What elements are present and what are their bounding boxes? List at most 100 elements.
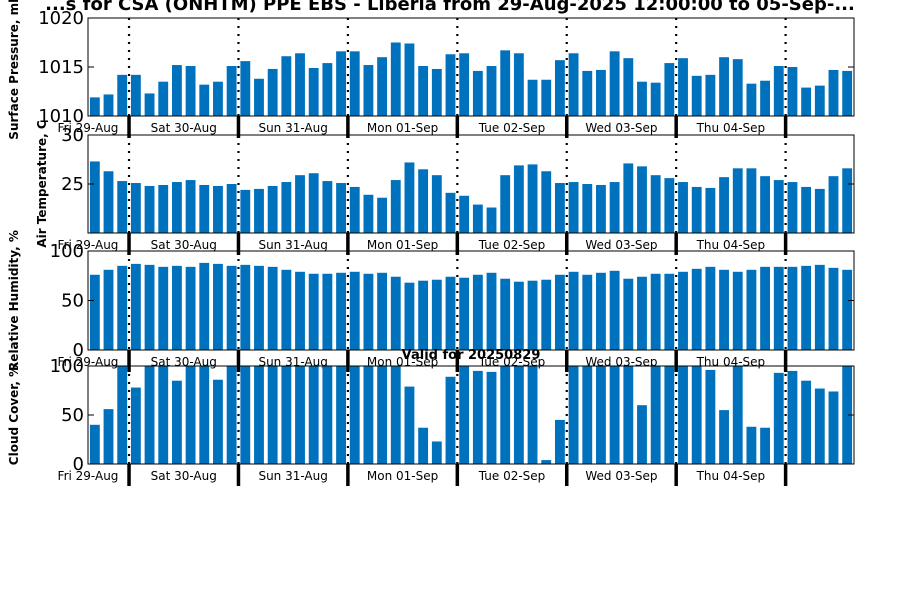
y-tick-label: 1020 (38, 8, 84, 29)
bar (760, 176, 771, 233)
bar (623, 278, 634, 350)
valid-date-label: Valid for 20250829 (402, 348, 541, 363)
bar (130, 263, 141, 350)
bar (787, 266, 798, 350)
bar (213, 263, 223, 350)
bar (678, 271, 688, 350)
bar (472, 370, 483, 464)
bar (814, 85, 825, 116)
bar (281, 269, 292, 350)
bar (336, 366, 346, 464)
day-label: Thu 04-Sep (696, 355, 766, 369)
day-label: Thu 04-Sep (696, 121, 766, 135)
y-tick-label: 100 (50, 241, 84, 262)
y-tick-label: 30 (61, 125, 84, 146)
bar (445, 376, 456, 464)
bar (377, 197, 388, 233)
bar (596, 69, 606, 116)
bar (390, 180, 401, 233)
panel-2: 25 30 Air Temperature, C Fri 29-Aug Sat 30-A… (35, 120, 855, 255)
panel-4: 0 50 100 Cloud Cover, % Fri 29-Aug Sat 30-Aug… (7, 356, 855, 486)
bar (664, 63, 675, 116)
bar (486, 207, 497, 233)
bar (527, 79, 538, 116)
bar (308, 173, 319, 233)
bar (226, 184, 237, 233)
bar (171, 65, 182, 116)
bar (336, 51, 346, 116)
bar (527, 280, 538, 350)
y-tick-label: 100 (50, 356, 84, 377)
bar (664, 178, 675, 233)
bar (144, 185, 155, 233)
bar (842, 269, 853, 350)
y-tick-label: 50 (61, 405, 84, 426)
bar (513, 366, 524, 464)
bar (445, 54, 456, 116)
panel-1: 1010 1015 1020 Surface Pressure, mb Fri 29-A… (7, 0, 855, 140)
bar (637, 276, 647, 350)
bar (390, 276, 401, 350)
y-axis-label: Cloud Cover, % (7, 365, 21, 465)
bar (89, 161, 100, 233)
bar (144, 264, 155, 350)
bar (404, 162, 415, 233)
bar (732, 271, 743, 350)
bar (459, 277, 470, 350)
day-label: Tue 02-Sep (478, 238, 546, 252)
bar (773, 266, 784, 350)
bar (568, 366, 579, 464)
bar (308, 273, 319, 350)
bar (554, 419, 565, 464)
bar (103, 269, 114, 350)
bar (678, 58, 688, 116)
bar (705, 369, 716, 464)
bar (814, 388, 825, 464)
bar (418, 66, 429, 116)
bar (554, 183, 565, 233)
bar (226, 66, 237, 116)
bar (459, 366, 470, 464)
bar (623, 366, 634, 464)
bar (89, 274, 100, 350)
bar (541, 460, 552, 464)
bar (582, 184, 593, 233)
bar (801, 87, 812, 116)
bar (418, 169, 429, 233)
bar (130, 74, 141, 116)
bar (199, 84, 210, 116)
bar (199, 184, 210, 233)
bar (828, 176, 839, 233)
bar (801, 380, 812, 464)
bar (801, 186, 812, 233)
bar (199, 366, 210, 464)
y-axis-label: Relative Humidity, % (7, 230, 21, 371)
day-label: Fri 29-Aug (58, 469, 119, 483)
bar (609, 182, 620, 233)
bar (158, 81, 169, 116)
day-label: Mon 01-Sep (367, 121, 438, 135)
y-tick-label: 0 (73, 340, 84, 361)
bar (609, 51, 620, 116)
bar (240, 61, 251, 116)
bar (281, 182, 292, 233)
bar (664, 366, 675, 464)
bar (267, 185, 278, 233)
bar (719, 410, 729, 464)
bar (390, 366, 401, 464)
bar (500, 366, 511, 464)
bar (719, 177, 729, 233)
figure-title: ...s for CSA (ONHTM) PPE EBS - Liberia f… (45, 0, 855, 15)
bar (349, 186, 360, 233)
bar (213, 81, 223, 116)
bar (404, 386, 415, 464)
y-axis-label: Air Temperature, C (35, 120, 49, 248)
bar (349, 366, 360, 464)
bar (431, 68, 442, 116)
bar (568, 182, 579, 233)
day-label: Mon 01-Sep (367, 238, 438, 252)
bar (760, 80, 771, 116)
bar (445, 192, 456, 233)
bar (637, 81, 647, 116)
bar (171, 265, 182, 350)
